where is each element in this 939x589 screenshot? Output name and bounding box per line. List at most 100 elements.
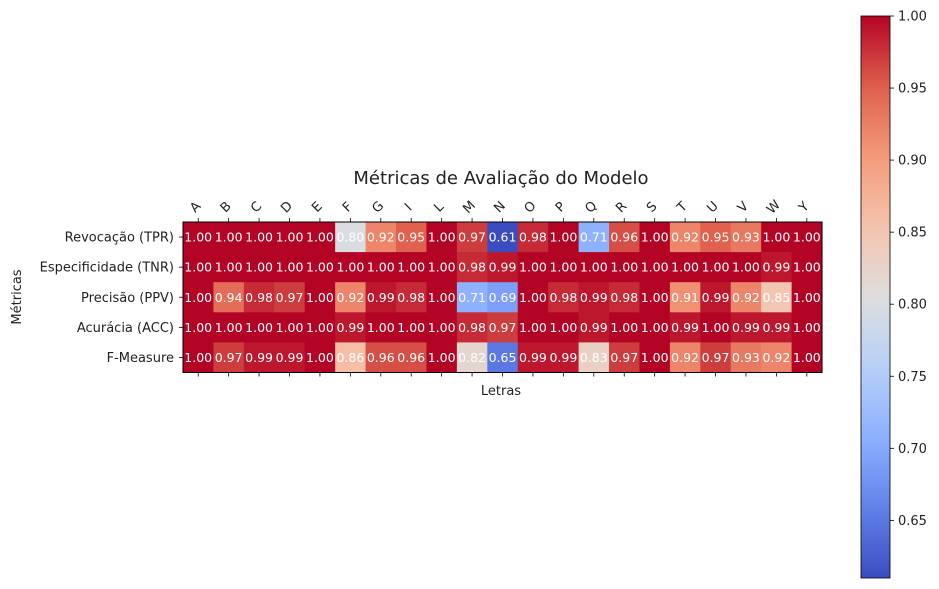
y-tick-label: Acurácia (ACC) — [77, 321, 174, 336]
heatmap-cell — [761, 252, 793, 283]
cell-value-label: 0.99 — [336, 320, 364, 335]
heatmap-cell — [183, 342, 214, 373]
colorbar-tick-label: 1.00 — [898, 10, 927, 25]
x-tick-label: Q — [582, 199, 600, 217]
cell-value-label: 1.00 — [215, 260, 243, 275]
heatmap-cell — [456, 252, 488, 283]
cell-value-label: 0.99 — [245, 350, 273, 365]
heatmap-cell — [426, 282, 458, 313]
cell-value-label: 1.00 — [215, 320, 243, 335]
heatmap-cell — [213, 282, 245, 313]
cell-value-label: 1.00 — [549, 230, 577, 245]
cell-value-label: 0.99 — [580, 320, 608, 335]
heatmap-cell — [396, 282, 427, 313]
x-tick-label: S — [644, 199, 660, 215]
heatmap-cells — [183, 222, 823, 373]
cell-value-label: 1.00 — [641, 320, 669, 335]
heatmap-cell — [243, 252, 275, 283]
x-tick-label: W — [764, 198, 784, 218]
cell-value-label: 1.00 — [336, 260, 364, 275]
heatmap-cell — [578, 282, 610, 313]
cell-value-label: 1.00 — [580, 260, 608, 275]
cell-value-label: 0.99 — [549, 350, 577, 365]
heatmap-cell — [365, 342, 397, 373]
cell-value-label: 0.94 — [215, 290, 243, 305]
cell-value-label: 1.00 — [549, 260, 577, 275]
cell-value-label: 1.00 — [276, 320, 304, 335]
x-tick-label: A — [187, 199, 204, 216]
heatmap-cell — [517, 342, 549, 373]
cell-value-label: 0.98 — [610, 290, 638, 305]
cell-value-label: 0.99 — [580, 290, 608, 305]
cell-value-label: 1.00 — [793, 350, 821, 365]
cell-value-label: 1.00 — [184, 320, 212, 335]
cell-value-label: 1.00 — [671, 260, 699, 275]
heatmap-cell — [365, 312, 397, 343]
cell-value-label: 1.00 — [367, 320, 395, 335]
cell-value-label: 1.00 — [428, 290, 456, 305]
heatmap-cell — [609, 312, 640, 343]
heatmap-cell — [761, 282, 793, 313]
heatmap-cell — [396, 342, 427, 373]
heatmap-cell — [639, 222, 671, 253]
heatmap-cell — [426, 222, 458, 253]
heatmap-cell — [791, 282, 823, 313]
cell-value-label: 0.98 — [397, 290, 425, 305]
heatmap-cell — [243, 282, 275, 313]
cell-value-label: 0.96 — [397, 350, 425, 365]
cell-value-label: 1.00 — [793, 290, 821, 305]
heatmap-cell — [578, 312, 610, 343]
heatmap-cell — [730, 312, 762, 343]
heatmap-cell — [304, 222, 336, 253]
cell-value-label: 0.95 — [702, 230, 730, 245]
x-tick-label: D — [278, 199, 296, 217]
cell-value-label: 0.99 — [732, 320, 760, 335]
cell-value-label: 1.00 — [367, 260, 395, 275]
heatmap-cell — [304, 252, 336, 283]
cell-value-label: 0.95 — [397, 230, 425, 245]
heatmap-cell — [578, 252, 610, 283]
cell-value-label: 0.96 — [367, 350, 395, 365]
heatmap-cell — [183, 222, 214, 253]
cell-value-label: 0.80 — [336, 230, 364, 245]
heatmap-cell — [456, 282, 488, 313]
colorbar-tick-label: 0.80 — [898, 298, 927, 313]
heatmap-cell — [365, 282, 397, 313]
y-axis-ticks: Revocação (TPR) Especificidade (TNR) Preci… — [40, 231, 183, 366]
cell-value-label: 1.00 — [702, 260, 730, 275]
cell-value-label: 1.00 — [397, 260, 425, 275]
cell-value-label: 0.85 — [762, 290, 790, 305]
heatmap-cell — [243, 312, 275, 343]
cell-value-label: 1.00 — [519, 320, 547, 335]
heatmap-cell — [487, 222, 519, 253]
heatmap-cell — [487, 282, 519, 313]
cell-value-label: 1.00 — [306, 350, 334, 365]
heatmap-cell — [213, 342, 245, 373]
cell-value-label: 0.99 — [276, 350, 304, 365]
cell-value-label: 1.00 — [428, 350, 456, 365]
heatmap-cell — [791, 312, 823, 343]
heatmap-cell — [609, 222, 640, 253]
cell-value-label: 0.97 — [610, 350, 638, 365]
heatmap-cell — [639, 342, 671, 373]
heatmap-cell — [700, 222, 732, 253]
heatmap-cell — [669, 282, 701, 313]
cell-value-label: 1.00 — [793, 260, 821, 275]
heatmap-cell — [274, 252, 306, 283]
heatmap-cell — [274, 222, 306, 253]
cell-value-label: 1.00 — [762, 230, 790, 245]
heatmap-cell — [274, 282, 306, 313]
cell-value-label: 0.71 — [458, 290, 486, 305]
cell-value-label: 1.00 — [276, 260, 304, 275]
heatmap-cell — [517, 252, 549, 283]
cell-value-label: 0.92 — [732, 290, 760, 305]
colorbar-tick-label: 0.65 — [898, 514, 927, 529]
cell-value-label: 0.99 — [702, 290, 730, 305]
heatmap-cell — [213, 312, 245, 343]
heatmap-cell — [669, 222, 701, 253]
cell-value-label: 0.97 — [702, 350, 730, 365]
heatmap-cell — [396, 312, 427, 343]
heatmap-cell — [183, 312, 214, 343]
heatmap-cell — [487, 312, 519, 343]
